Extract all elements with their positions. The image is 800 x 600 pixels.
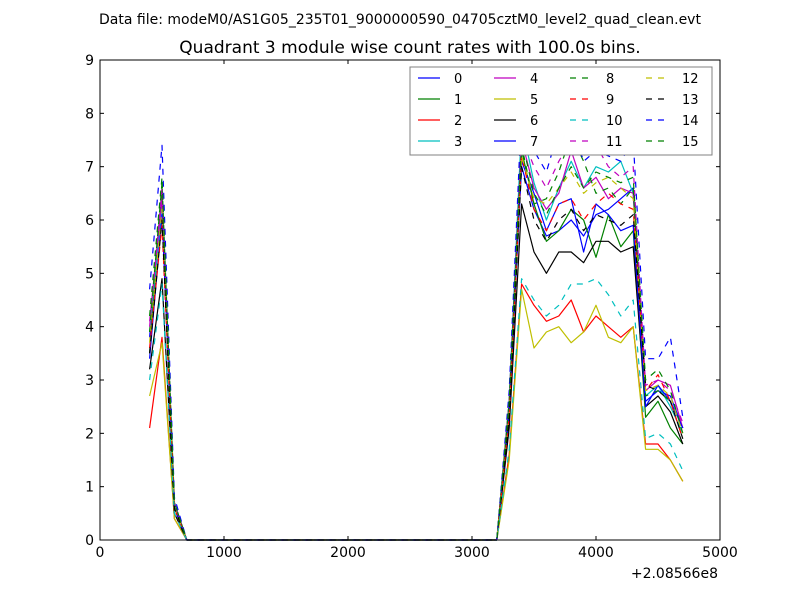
legend-label: 1 bbox=[454, 93, 462, 108]
legend-label: 15 bbox=[682, 135, 699, 150]
plot-frame bbox=[99, 59, 721, 541]
legend-frame bbox=[409, 66, 713, 156]
legend-entry-10: 10 bbox=[570, 114, 623, 129]
legend-entry-11: 11 bbox=[570, 135, 623, 150]
x-tick-label: 4000 bbox=[578, 545, 614, 561]
legend-label: 13 bbox=[682, 93, 699, 108]
legend-label: 2 bbox=[454, 114, 462, 129]
x-tick-label: 3000 bbox=[454, 545, 490, 561]
x-tick-label: 2000 bbox=[330, 545, 366, 561]
y-tick-label: 3 bbox=[85, 373, 94, 389]
legend-entry-6: 6 bbox=[494, 114, 538, 129]
legend-entry-4: 4 bbox=[494, 72, 538, 87]
legend-entry-13: 13 bbox=[646, 93, 699, 108]
legend-label: 11 bbox=[606, 135, 623, 150]
legend-label: 7 bbox=[530, 135, 538, 150]
y-tick-label: 6 bbox=[85, 213, 94, 229]
y-tick-label: 8 bbox=[85, 106, 94, 122]
chart-title: Quadrant 3 module wise count rates with … bbox=[179, 38, 640, 58]
legend-label: 9 bbox=[606, 93, 614, 108]
legend-label: 14 bbox=[682, 114, 699, 129]
y-tick-label: 1 bbox=[85, 480, 94, 496]
legend-label: 6 bbox=[530, 114, 538, 129]
legend-entry-3: 3 bbox=[418, 135, 462, 150]
legend-entry-0: 0 bbox=[418, 72, 462, 87]
legend-label: 0 bbox=[454, 72, 462, 87]
legend-entry-14: 14 bbox=[646, 114, 699, 129]
legend-entry-7: 7 bbox=[494, 135, 538, 150]
x-offset-label: +2.08566e8 bbox=[631, 566, 718, 582]
y-tick-label: 2 bbox=[85, 426, 94, 442]
legend-entry-2: 2 bbox=[418, 114, 462, 129]
x-tick-label: 1000 bbox=[206, 545, 242, 561]
y-tick-label: 0 bbox=[85, 533, 94, 549]
legend-entry-8: 8 bbox=[570, 72, 614, 87]
legend-entry-1: 1 bbox=[418, 93, 462, 108]
y-tick-label: 9 bbox=[85, 53, 94, 69]
legend-entry-9: 9 bbox=[570, 93, 614, 108]
data-file-label: Data file: modeM0/AS1G05_235T01_90000005… bbox=[99, 12, 701, 28]
legend-entry-12: 12 bbox=[646, 72, 699, 87]
y-tick-label: 4 bbox=[85, 320, 94, 336]
legend-entry-5: 5 bbox=[494, 93, 538, 108]
legend-label: 3 bbox=[454, 135, 462, 150]
y-tick-label: 7 bbox=[85, 160, 94, 176]
legend-label: 8 bbox=[606, 72, 614, 87]
legend-label: 12 bbox=[682, 72, 699, 87]
legend-entry-15: 15 bbox=[646, 135, 699, 150]
legend-label: 4 bbox=[530, 72, 538, 87]
y-tick-label: 5 bbox=[85, 266, 94, 282]
legend-label: 5 bbox=[530, 93, 538, 108]
legend-label: 10 bbox=[606, 114, 623, 129]
x-tick-label: 5000 bbox=[702, 545, 738, 561]
x-tick-label: 0 bbox=[96, 545, 105, 561]
